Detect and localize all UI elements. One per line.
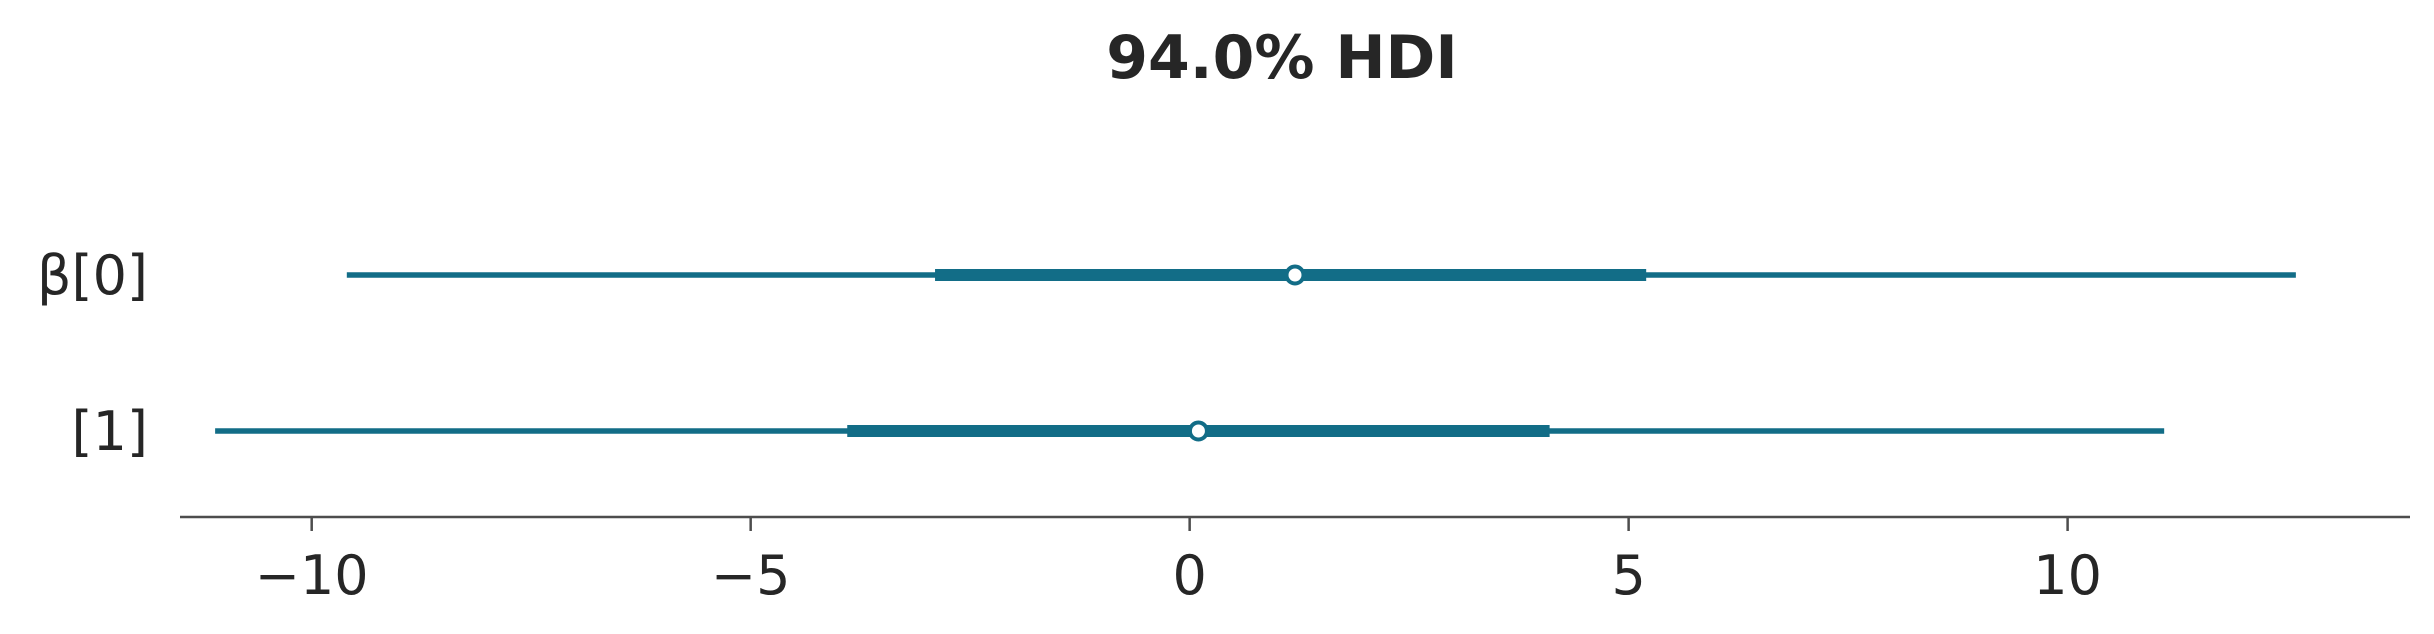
- forest-rows: β[0] [1]: [37, 244, 2296, 463]
- x-tick-label: −10: [255, 544, 369, 607]
- x-tick-label: 0: [1172, 544, 1206, 607]
- forest-row: [1]: [72, 400, 2165, 463]
- x-axis-ticks: −10 −5 0 5 10: [255, 517, 2102, 607]
- median-marker: [1187, 420, 1209, 442]
- x-tick-label: 5: [1611, 544, 1645, 607]
- x-tick-label: −5: [711, 544, 791, 607]
- median-marker: [1284, 264, 1306, 286]
- forest-row: β[0]: [37, 244, 2296, 307]
- x-tick-label: 10: [2033, 544, 2102, 607]
- row-label: [1]: [72, 400, 149, 463]
- chart-title: 94.0% HDI: [1106, 23, 1457, 93]
- row-label: β[0]: [37, 244, 148, 307]
